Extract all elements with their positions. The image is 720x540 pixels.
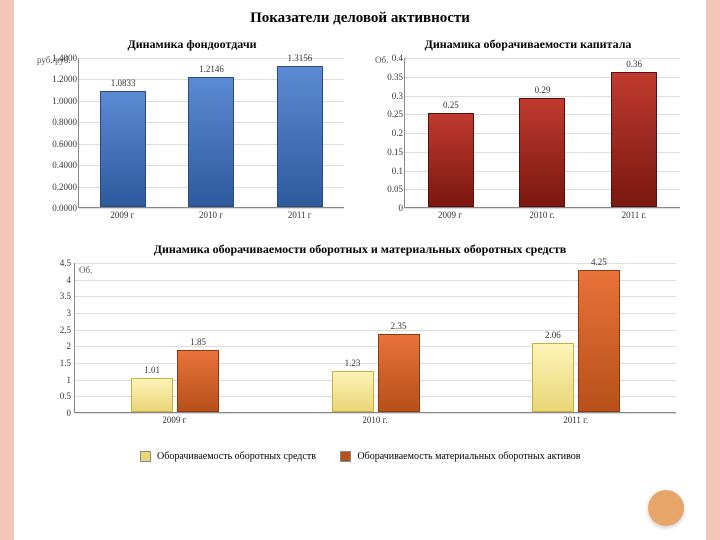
chart1-title: Динамика фондоотдачи [34,37,350,52]
bar: 1.01 [131,378,173,412]
ytick: 0 [363,203,403,213]
left-stripe [0,0,14,540]
ytick: 0.15 [363,147,403,157]
bar: 1.23 [332,371,374,412]
ytick: 0.1 [363,166,403,176]
page-title: Показатели деловой активности [34,10,686,27]
bar-value-label: 1.85 [178,337,218,347]
ytick: 3 [41,308,71,318]
bar-group: 1.232.35 [332,334,420,412]
chart2-box: Динамика оборачиваемости капитала Об. 00… [370,37,686,224]
legend-swatch-2 [340,451,351,462]
xtick: 2011 г. [622,210,647,220]
bar: 0.29 [519,98,565,207]
content: Показатели деловой активности Динамика ф… [14,0,706,540]
xtick: 2010 г. [529,210,554,220]
ytick: 4.5 [41,258,71,268]
top-charts-row: Динамика фондоотдачи руб./руб. 0.00000.2… [34,37,686,224]
chart3-legend: Оборачиваемость оборотных средств Оборач… [34,451,686,462]
xtick: 2011 г [288,210,312,220]
ytick: 0.05 [363,184,403,194]
chart3: Об. 00.511.522.533.544.51.011.851.232.35… [74,263,676,413]
ytick: 0.3 [363,91,403,101]
bar-group: 2.064.25 [532,270,620,412]
legend-item-2: Оборачиваемость материальных оборотных а… [340,451,581,462]
chart2-title: Динамика оборачиваемости капитала [370,37,686,52]
ytick: 0.0000 [37,203,77,213]
ytick: 2.5 [41,325,71,335]
chart1-box: Динамика фондоотдачи руб./руб. 0.00000.2… [34,37,350,224]
ytick: 1.5 [41,358,71,368]
bar-value-label: 1.0833 [101,78,145,88]
ytick: 3.5 [41,291,71,301]
ytick: 0.25 [363,109,403,119]
bar-value-label: 1.23 [333,358,373,368]
chart3-title: Динамика оборачиваемости оборотных и мат… [34,242,686,257]
bar: 4.25 [578,270,620,412]
bar-group: 1.011.85 [131,350,219,412]
legend-label-2: Оборачиваемость материальных оборотных а… [357,451,580,462]
ytick: 0.2 [363,128,403,138]
chart1-xaxis: 2009 г 2010 г 2011 г [78,208,344,224]
bar: 0.25 [428,113,474,207]
chart2: Об. 00.050.10.150.20.250.30.350.40.250.2… [404,58,680,208]
chart1: руб./руб. 0.00000.20000.40000.60000.8000… [78,58,344,208]
bar: 1.0833 [100,91,146,207]
chart2-xaxis: 2009 г 2010 г. 2011 г. [404,208,680,224]
xtick: 2009 г [438,210,462,220]
bar: 2.35 [378,334,420,412]
bar: 1.3156 [277,66,323,207]
bar-value-label: 1.01 [132,365,172,375]
right-stripe [706,0,720,540]
ytick: 0.2000 [37,182,77,192]
legend-item-1: Оборачиваемость оборотных средств [140,451,316,462]
ytick: 2 [41,341,71,351]
bar: 0.36 [611,72,657,207]
bar-value-label: 0.36 [612,59,656,69]
bar: 2.06 [532,343,574,412]
ytick: 1.2000 [37,74,77,84]
xtick: 2010 г. [362,415,387,425]
chart3-ylabel: Об. [79,265,92,275]
bar: 1.85 [177,350,219,412]
ytick: 0.5 [41,391,71,401]
legend-swatch-1 [140,451,151,462]
ytick: 1 [41,375,71,385]
ytick: 1.4000 [37,53,77,63]
decorative-dot [648,490,684,526]
bar-value-label: 1.2146 [189,64,233,74]
ytick: 4 [41,275,71,285]
chart3-box: Динамика оборачиваемости оборотных и мат… [34,242,686,462]
ytick: 1.0000 [37,96,77,106]
chart3-xaxis: 2009 г 2010 г. 2011 г. [74,413,676,429]
bar-value-label: 0.25 [429,100,473,110]
ytick: 0 [41,408,71,418]
bar: 1.2146 [188,77,234,207]
ytick: 0.4 [363,53,403,63]
bar-value-label: 2.06 [533,330,573,340]
ytick: 0.4000 [37,160,77,170]
bar-value-label: 1.3156 [278,53,322,63]
bar-value-label: 4.25 [579,257,619,267]
ytick: 0.8000 [37,117,77,127]
xtick: 2010 г [199,210,223,220]
ytick: 0.35 [363,72,403,82]
xtick: 2011 г. [563,415,588,425]
bar-value-label: 2.35 [379,321,419,331]
ytick: 0.6000 [37,139,77,149]
xtick: 2009 г [110,210,134,220]
bar-value-label: 0.29 [520,85,564,95]
legend-label-1: Оборачиваемость оборотных средств [157,451,316,462]
xtick: 2009 г [162,415,186,425]
